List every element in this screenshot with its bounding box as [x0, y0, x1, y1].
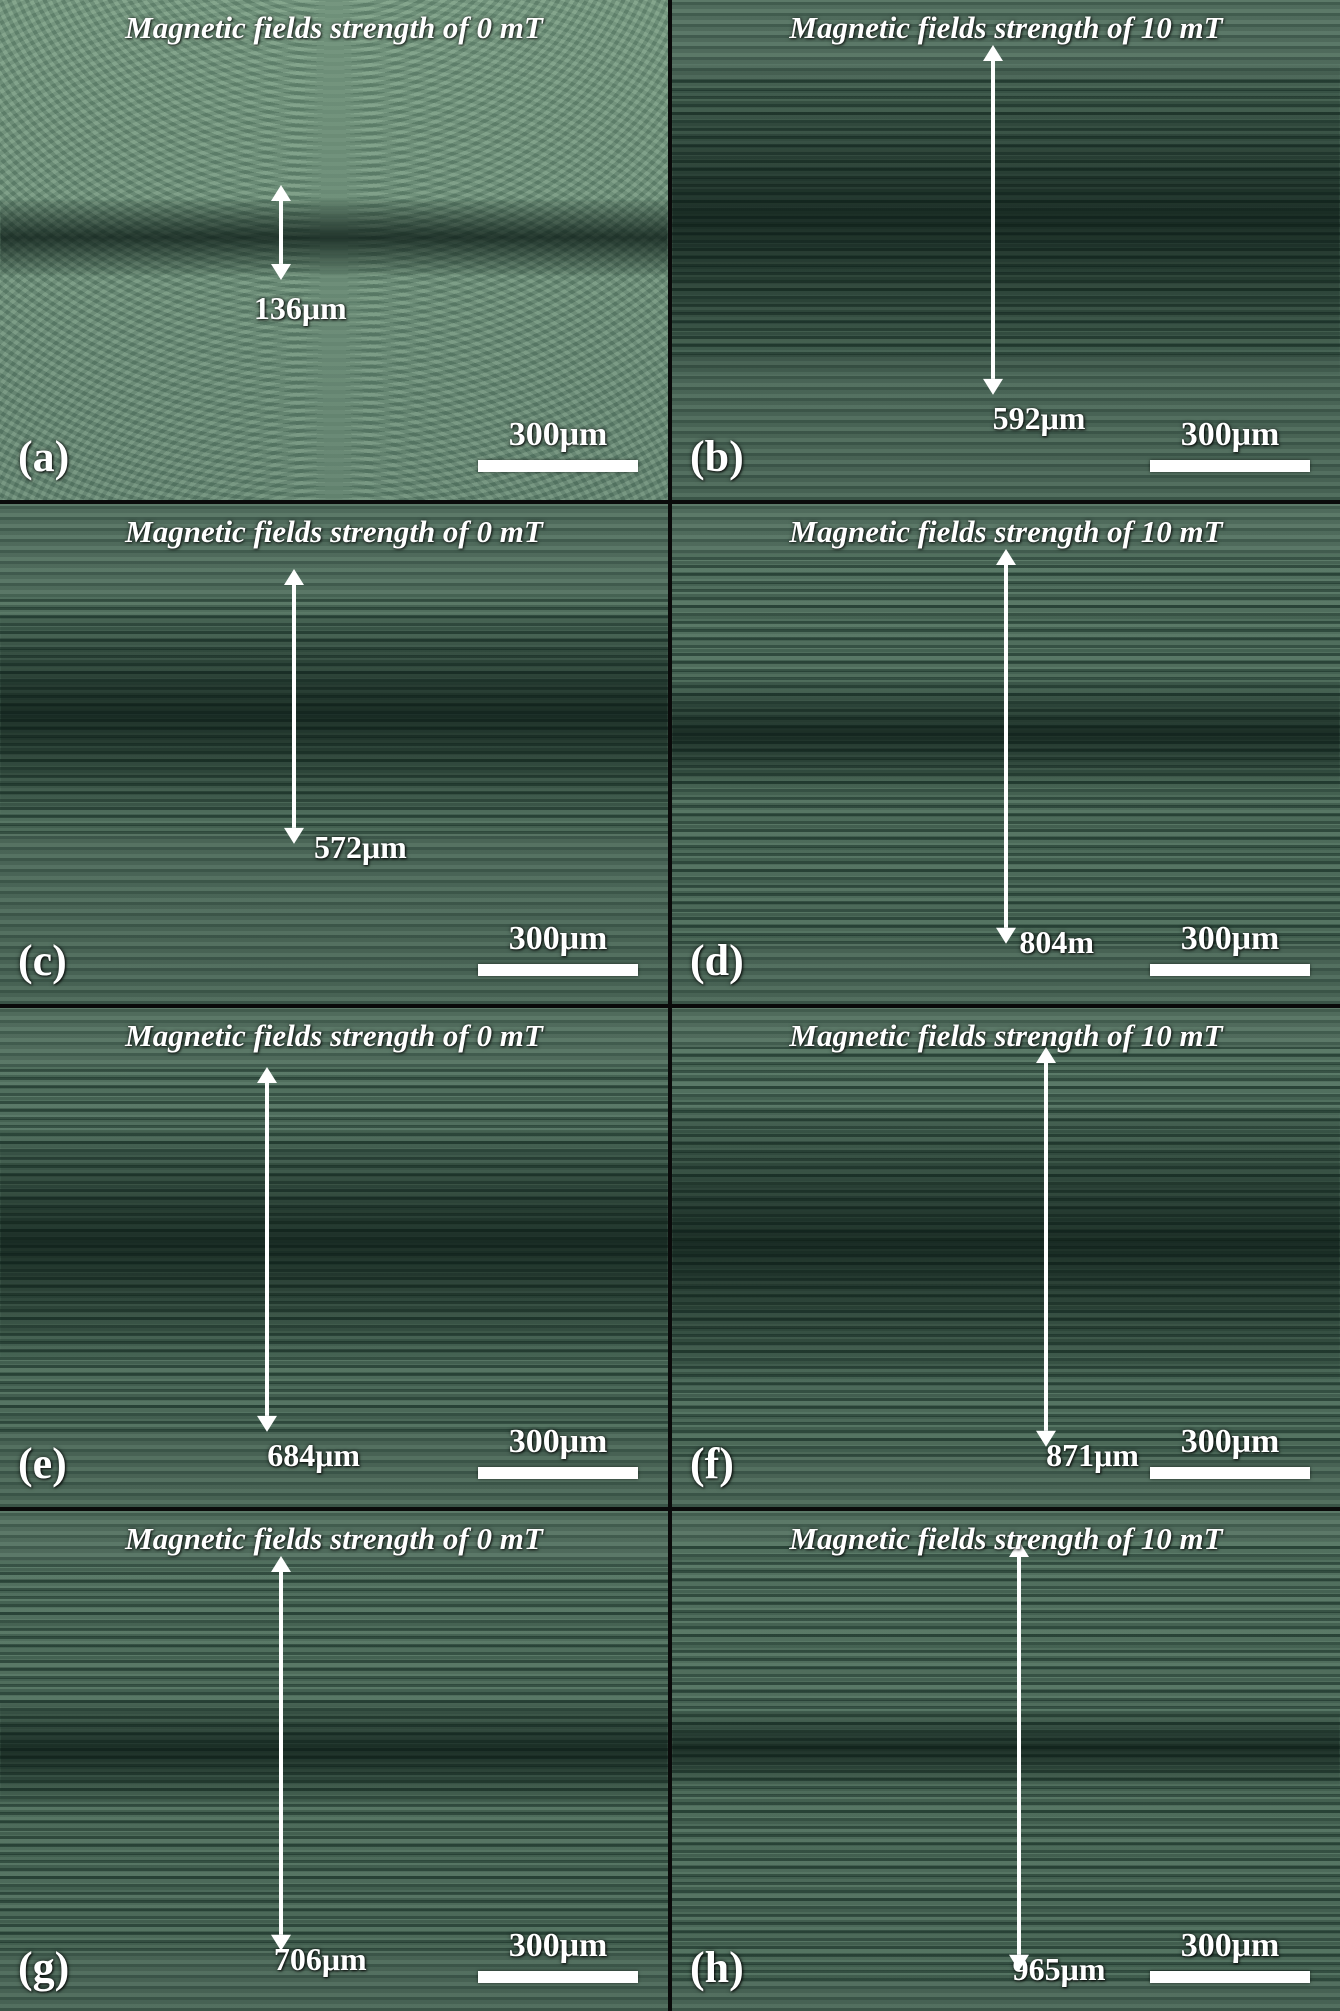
scale-bar-line — [478, 460, 638, 472]
scale-bar: 300μm — [478, 416, 638, 472]
micrograph-panel-c: Magnetic fields strength of 0 mT (c) 300μm… — [0, 504, 668, 1004]
panel-label: (h) — [690, 1942, 744, 1993]
scale-bar-label: 300μm — [509, 920, 608, 958]
scale-bar-line — [1150, 1467, 1310, 1479]
scale-bar-line — [478, 1467, 638, 1479]
panel-title: Magnetic fields strength of 0 mT — [0, 10, 668, 46]
panel-label: (g) — [18, 1942, 69, 1993]
measurement-arrow — [247, 1067, 287, 1432]
dark-band — [0, 1132, 668, 1357]
measurement-label: 136μm — [254, 290, 347, 327]
measurement-label: 592μm — [993, 400, 1086, 437]
scale-bar-label: 300μm — [509, 416, 608, 454]
dark-band — [0, 200, 668, 275]
scale-bar-line — [478, 964, 638, 976]
measurement-label: 804m — [1019, 924, 1094, 961]
micrograph-panel-g: Magnetic fields strength of 0 mT (g) 300μm… — [0, 1511, 668, 2011]
scale-bar-label: 300μm — [509, 1423, 608, 1461]
measurement-arrow — [261, 185, 301, 280]
micrograph-panel-f: Magnetic fields strength of 10 mT (f) 300μ… — [672, 1008, 1340, 1508]
panel-title: Magnetic fields strength of 0 mT — [0, 1521, 668, 1557]
dark-band — [0, 1701, 668, 1801]
panel-title: Magnetic fields strength of 10 mT — [672, 1018, 1340, 1054]
scale-bar-label: 300μm — [1181, 416, 1280, 454]
micrograph-figure-grid: Magnetic fields strength of 0 mT (a) 300μm… — [0, 0, 1340, 2011]
micrograph-panel-a: Magnetic fields strength of 0 mT (a) 300μm… — [0, 0, 668, 500]
scale-bar-line — [478, 1971, 638, 1983]
panel-title: Magnetic fields strength of 0 mT — [0, 1018, 668, 1054]
panel-label: (a) — [18, 431, 69, 482]
scale-bar: 300μm — [1150, 920, 1310, 976]
micrograph-panel-d: Magnetic fields strength of 10 mT (d) 300μ… — [672, 504, 1340, 1004]
scale-bar-label: 300μm — [1181, 1927, 1280, 1965]
measurement-label: 572μm — [314, 829, 407, 866]
scale-bar-line — [1150, 964, 1310, 976]
dark-band — [0, 614, 668, 814]
scale-bar-label: 300μm — [1181, 920, 1280, 958]
panel-label: (e) — [18, 1438, 67, 1489]
measurement-arrow — [274, 569, 314, 844]
panel-label: (c) — [18, 935, 67, 986]
measurement-label: 684μm — [267, 1437, 360, 1474]
panel-label: (b) — [690, 431, 744, 482]
scale-bar: 300μm — [478, 920, 638, 976]
panel-title: Magnetic fields strength of 10 mT — [672, 10, 1340, 46]
measurement-arrow — [261, 1556, 301, 1951]
scale-bar-label: 300μm — [1181, 1423, 1280, 1461]
scale-bar: 300μm — [1150, 1423, 1310, 1479]
dark-band — [672, 1107, 1340, 1382]
scale-bar-line — [1150, 460, 1310, 472]
micrograph-panel-e: Magnetic fields strength of 0 mT (e) 300μm… — [0, 1008, 668, 1508]
panel-title: Magnetic fields strength of 10 mT — [672, 1521, 1340, 1557]
panel-title: Magnetic fields strength of 0 mT — [0, 514, 668, 550]
scale-bar-label: 300μm — [509, 1927, 608, 1965]
micrograph-panel-b: Magnetic fields strength of 10 mT (b) 300μ… — [672, 0, 1340, 500]
measurement-arrow — [973, 45, 1013, 395]
panel-label: (f) — [690, 1438, 734, 1489]
micrograph-panel-h: Magnetic fields strength of 10 mT (h) 300μ… — [672, 1511, 1340, 2011]
measurement-arrow — [986, 549, 1026, 944]
scale-bar: 300μm — [1150, 416, 1310, 472]
measurement-arrow — [1026, 1047, 1066, 1447]
scale-bar-line — [1150, 1971, 1310, 1983]
measurement-arrow — [999, 1541, 1039, 1971]
panel-title: Magnetic fields strength of 10 mT — [672, 514, 1340, 550]
scale-bar: 300μm — [478, 1423, 638, 1479]
panel-label: (d) — [690, 935, 744, 986]
scale-bar: 300μm — [1150, 1927, 1310, 1983]
scale-bar: 300μm — [478, 1927, 638, 1983]
